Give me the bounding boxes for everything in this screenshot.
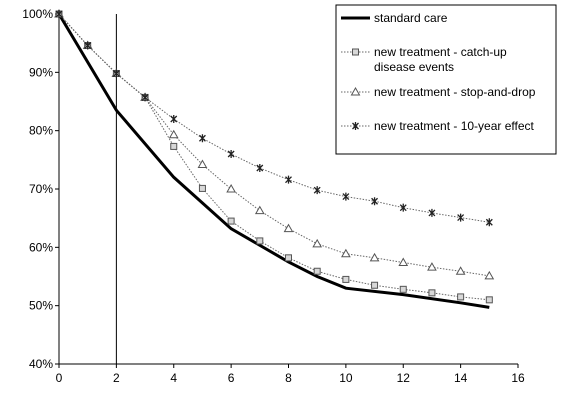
data-point bbox=[369, 252, 380, 262]
series-layer bbox=[54, 8, 495, 309]
data-point bbox=[398, 257, 409, 266]
x-tick-label: 10 bbox=[339, 371, 353, 385]
data-point bbox=[342, 275, 350, 283]
data-point bbox=[352, 48, 359, 56]
data-point bbox=[455, 266, 466, 275]
data-point bbox=[256, 164, 264, 172]
data-point bbox=[254, 205, 265, 215]
data-point bbox=[198, 184, 206, 192]
x-tick-label: 0 bbox=[56, 371, 63, 385]
data-point bbox=[485, 296, 493, 304]
x-tick-label: 6 bbox=[228, 371, 235, 385]
y-tick-label: 90% bbox=[29, 65, 53, 79]
legend-box bbox=[335, 4, 557, 155]
series-line bbox=[58, 13, 490, 277]
y-tick-label: 60% bbox=[29, 240, 53, 254]
data-point bbox=[285, 175, 292, 184]
series-line bbox=[57, 13, 490, 309]
data-point bbox=[342, 192, 350, 201]
series bbox=[57, 13, 490, 309]
data-point bbox=[112, 69, 120, 78]
data-point bbox=[313, 186, 321, 195]
data-point bbox=[84, 41, 92, 50]
x-tick-label: 12 bbox=[397, 371, 411, 385]
y-ticks: 40% 50% 60% 70% 80% 90% 100% bbox=[22, 7, 59, 371]
data-point bbox=[226, 183, 236, 193]
data-point bbox=[428, 289, 436, 297]
series bbox=[55, 10, 493, 227]
x-tick-label: 16 bbox=[511, 371, 525, 385]
x-tick-label: 2 bbox=[113, 371, 120, 385]
y-tick-label: 50% bbox=[29, 299, 53, 313]
data-point bbox=[399, 203, 407, 212]
data-point bbox=[170, 115, 178, 123]
y-tick-label: 100% bbox=[22, 7, 53, 21]
data-point bbox=[457, 293, 465, 301]
legend: standard care new treatment - catch-updis… bbox=[335, 4, 557, 155]
y-tick-label: 80% bbox=[29, 124, 53, 138]
x-tick-label: 8 bbox=[285, 371, 292, 385]
data-point bbox=[283, 223, 294, 233]
data-point bbox=[457, 213, 465, 222]
x-ticks: 0 2 4 6 8 10 12 14 16 bbox=[56, 364, 525, 385]
data-point bbox=[313, 267, 321, 275]
legend-label: new treatment - catch-up bbox=[374, 45, 507, 59]
x-tick-label: 4 bbox=[170, 371, 177, 385]
legend-label: new treatment - 10-year effect bbox=[374, 119, 535, 133]
legend-label: new treatment - stop-and-drop bbox=[374, 85, 536, 99]
data-point bbox=[371, 197, 379, 206]
y-tick-label: 70% bbox=[29, 182, 53, 196]
data-point bbox=[399, 285, 407, 293]
data-point bbox=[285, 254, 292, 262]
legend-label: standard care bbox=[374, 11, 448, 25]
data-point bbox=[170, 142, 178, 150]
data-point bbox=[352, 122, 359, 130]
plot-area: 40% 50% 60% 70% 80% 90% 100% 0 2 4 6 8 10 12 14 16 bbox=[22, 7, 525, 385]
data-point bbox=[227, 217, 235, 225]
data-point bbox=[55, 10, 63, 18]
series-line bbox=[58, 13, 490, 223]
data-point bbox=[197, 159, 208, 168]
data-point bbox=[256, 237, 264, 245]
data-point bbox=[350, 86, 361, 96]
legend-label: disease events bbox=[374, 60, 454, 74]
data-point bbox=[428, 208, 436, 217]
y-tick-label: 40% bbox=[29, 357, 53, 371]
data-point bbox=[485, 218, 493, 227]
data-point bbox=[341, 248, 351, 258]
data-point bbox=[227, 150, 235, 158]
data-point bbox=[371, 281, 379, 289]
data-point bbox=[312, 238, 323, 248]
data-point bbox=[198, 134, 206, 143]
data-point bbox=[427, 262, 437, 271]
x-tick-label: 14 bbox=[454, 371, 468, 385]
data-point bbox=[168, 129, 179, 139]
data-point bbox=[141, 93, 149, 102]
data-point bbox=[484, 270, 495, 280]
